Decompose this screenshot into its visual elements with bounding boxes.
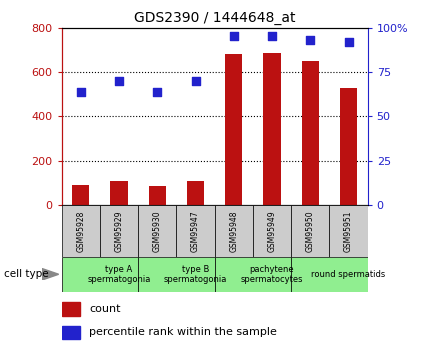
Text: GSM95929: GSM95929 <box>114 210 124 252</box>
Bar <box>110 181 128 205</box>
Text: GSM95928: GSM95928 <box>76 210 85 252</box>
Point <box>345 39 352 45</box>
Polygon shape <box>42 268 59 280</box>
Bar <box>100 205 138 257</box>
Text: count: count <box>89 304 121 314</box>
Bar <box>62 205 100 257</box>
Text: percentile rank within the sample: percentile rank within the sample <box>89 327 277 337</box>
Bar <box>62 326 80 339</box>
Text: type A
spermatogonia: type A spermatogonia <box>87 265 151 284</box>
Title: GDS2390 / 1444648_at: GDS2390 / 1444648_at <box>134 11 295 25</box>
Text: pachytene
spermatocytes: pachytene spermatocytes <box>241 265 303 284</box>
Bar <box>62 257 138 292</box>
Bar <box>215 257 291 292</box>
Bar <box>72 185 89 205</box>
Bar <box>138 205 176 257</box>
Point <box>230 34 237 39</box>
Text: cell type: cell type <box>4 269 49 279</box>
Bar <box>187 181 204 205</box>
Text: round spermatids: round spermatids <box>312 270 385 279</box>
Bar <box>264 53 280 205</box>
Bar <box>176 205 215 257</box>
Point <box>116 78 122 83</box>
Point <box>192 78 199 83</box>
Text: GSM95930: GSM95930 <box>153 210 162 252</box>
Point <box>269 34 275 39</box>
Point <box>77 89 84 94</box>
Text: type B
spermatogonia: type B spermatogonia <box>164 265 227 284</box>
Text: GSM95948: GSM95948 <box>229 210 238 252</box>
Text: GSM95947: GSM95947 <box>191 210 200 252</box>
Bar <box>253 205 291 257</box>
Bar <box>215 205 253 257</box>
Bar <box>225 54 242 205</box>
Text: GSM95949: GSM95949 <box>267 210 277 252</box>
Bar <box>302 61 319 205</box>
Text: GSM95950: GSM95950 <box>306 210 315 252</box>
Bar <box>291 205 329 257</box>
Text: GSM95951: GSM95951 <box>344 210 353 252</box>
Point <box>307 37 314 43</box>
Bar <box>291 257 368 292</box>
Bar <box>329 205 368 257</box>
Bar <box>62 303 80 316</box>
Bar <box>149 186 166 205</box>
Bar <box>340 88 357 205</box>
Point <box>154 89 161 94</box>
Bar <box>138 257 215 292</box>
